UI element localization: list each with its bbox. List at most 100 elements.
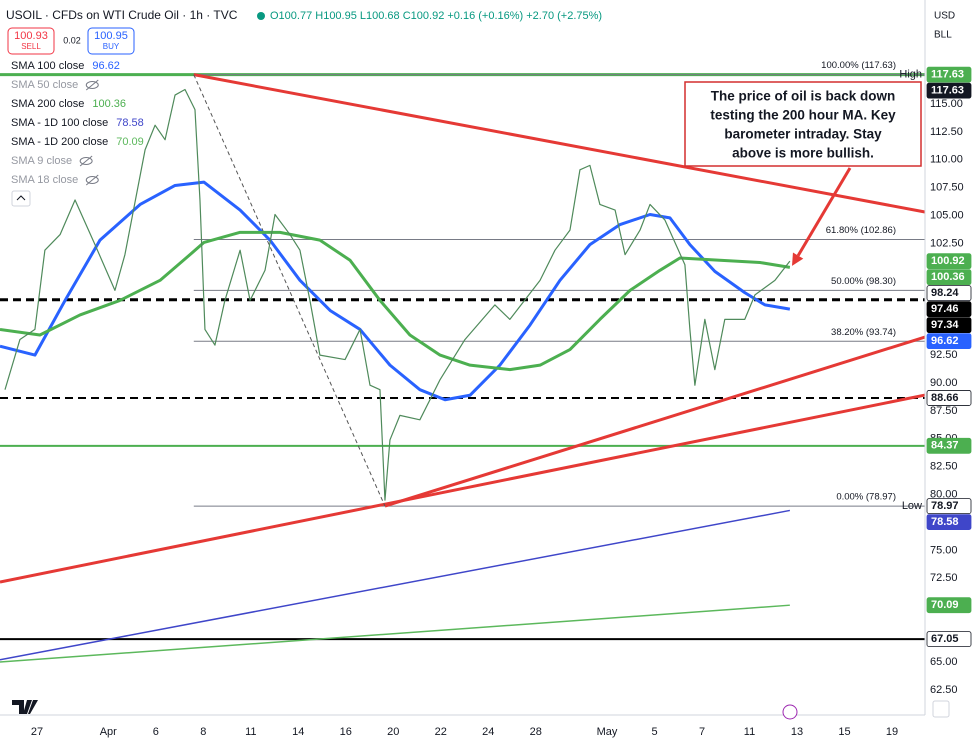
hidden-icon-slash (85, 174, 99, 186)
y-tick-label: 90.00 (930, 377, 958, 389)
fib-label: 61.80% (102.86) (826, 225, 896, 236)
y-tick-label: 82.50 (930, 461, 958, 473)
annotation-arrow (796, 167, 852, 257)
price-label: 117.63 (931, 69, 964, 81)
x-tick-label: 11 (744, 726, 755, 738)
x-tick-label: 14 (292, 726, 304, 738)
price-label-box (926, 514, 972, 530)
y-tick-label: 115.00 (930, 98, 963, 110)
price-label: 100.36 (931, 271, 965, 283)
spread: 0.02 (63, 35, 81, 45)
y-tick-label: 75.00 (930, 544, 958, 556)
fib-label: 0.00% (78.97) (836, 492, 896, 503)
symbol-title: USOIL · CFDs on WTI Crude Oil · 1h · TVC (6, 8, 238, 22)
fib-label: 100.00% (117.63) (821, 60, 896, 71)
y-tick-label: 110.00 (930, 154, 963, 166)
legend-name: SMA 200 close (11, 98, 84, 110)
legend-name: SMA 18 close (11, 174, 78, 186)
y-tick-label: 62.50 (930, 684, 958, 696)
x-tick-label: Apr (100, 726, 117, 738)
auto-scale-button[interactable] (932, 700, 950, 718)
annotation-text: testing the 200 hour MA. Key (710, 108, 896, 123)
sell-label: SELL (21, 42, 41, 51)
plot-area: 100.00% (117.63) 61.80% (102.86) 50.00% (9… (0, 60, 926, 663)
price-label: 96.62 (931, 335, 959, 347)
x-tick-label: 8 (200, 726, 206, 738)
x-tick-label: 5 (651, 726, 657, 738)
y-tick-label: 105.00 (930, 210, 964, 222)
hidden-icon-slash (85, 79, 99, 91)
annotation-arrowhead (792, 252, 804, 266)
x-tick-label: 20 (387, 726, 399, 738)
price-label-box (926, 285, 972, 302)
price-label-box (926, 498, 972, 514)
x-tick-label: 22 (435, 726, 447, 738)
legend-value: 70.09 (116, 136, 144, 148)
hidden-icon (85, 81, 99, 89)
legend-name: SMA - 1D 200 close (11, 136, 108, 148)
trendline (193, 74, 386, 507)
axis-tag: Low (902, 500, 922, 512)
price-label-box (926, 301, 972, 318)
sma-line (0, 230, 791, 372)
price-label-box (926, 437, 972, 454)
hidden-icon (85, 176, 99, 184)
price-label: 67.05 (931, 633, 959, 645)
price-line (4, 88, 791, 501)
price-label-box (926, 317, 972, 334)
legend-name: SMA - 1D 100 close (11, 117, 108, 129)
sell-button[interactable] (7, 27, 55, 55)
annotation-box (684, 81, 922, 167)
price-label: 117.63 (931, 85, 964, 97)
price-label-box (926, 333, 972, 350)
sma-line (0, 604, 790, 663)
annotation-text: barometer intraday. Stay (724, 127, 882, 142)
trendline (193, 73, 926, 214)
annotation-text: above is more bullish. (732, 146, 874, 161)
collapse-icon (16, 195, 26, 201)
price-label: 88.66 (931, 392, 959, 404)
price-label-box (926, 390, 972, 406)
legend-name: SMA 100 close (11, 60, 84, 72)
y-tick-label: 112.50 (930, 126, 963, 138)
annotation-text: The price of oil is back down (711, 89, 896, 104)
x-tick-label: 6 (153, 726, 159, 738)
legend-name: SMA 9 close (11, 155, 72, 167)
price-label: 70.09 (931, 599, 959, 611)
trendline (0, 393, 926, 584)
market-open-dot (257, 12, 265, 20)
logo (12, 700, 38, 714)
legend-name: SMA 50 close (11, 79, 78, 91)
overlay: The price of oil is back down testing the… (684, 81, 922, 266)
x-tick-label: 16 (340, 726, 352, 738)
legend-value: 96.62 (92, 60, 120, 72)
trendline (384, 335, 926, 508)
y-tick-label: 107.50 (930, 182, 964, 194)
collapse-button[interactable] (11, 190, 31, 207)
price-label-box (926, 82, 972, 99)
x-tick-label: 19 (886, 726, 898, 738)
y-tick-label: 65.00 (930, 656, 958, 668)
event-icon[interactable] (782, 704, 798, 720)
buy-price: 100.95 (94, 30, 128, 42)
axis-tag: High (899, 69, 922, 81)
buy-label: BUY (103, 42, 120, 51)
y-tick-label: 87.50 (930, 405, 958, 417)
quote: O100.77 H100.95 L100.68 C100.92 +0.16 (+… (270, 10, 602, 22)
price-label: 78.58 (931, 516, 959, 528)
x-tick-label: 11 (245, 726, 256, 738)
fib-label: 38.20% (93.74) (831, 327, 896, 338)
price-label: 97.46 (931, 303, 959, 315)
price-label-box (926, 269, 972, 286)
hidden-icon-slash (79, 155, 93, 167)
sell-price: 100.93 (14, 30, 48, 42)
price-label-box (926, 597, 972, 614)
y-tick-label: 72.50 (930, 572, 958, 584)
price-label-box (926, 631, 972, 648)
unit: BLL (934, 30, 952, 41)
price-label-box (926, 253, 972, 270)
fib-label: 50.00% (98.30) (831, 276, 896, 287)
buy-button[interactable] (87, 27, 135, 55)
